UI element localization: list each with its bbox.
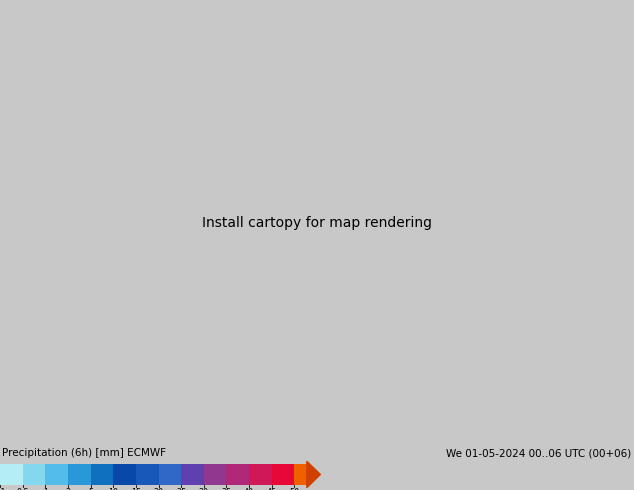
Bar	[158, 464, 181, 485]
Text: 40: 40	[244, 488, 254, 490]
Bar	[91, 464, 113, 485]
Bar	[113, 464, 136, 485]
Text: We 01-05-2024 00..06 UTC (00+06): We 01-05-2024 00..06 UTC (00+06)	[446, 448, 631, 458]
Text: 2: 2	[65, 488, 70, 490]
Text: 0.5: 0.5	[16, 488, 29, 490]
Text: 25: 25	[176, 488, 186, 490]
Bar	[294, 464, 307, 485]
Bar	[45, 464, 68, 485]
Text: 15: 15	[131, 488, 141, 490]
Text: 35: 35	[221, 488, 231, 490]
Bar	[226, 464, 249, 485]
Text: 45: 45	[267, 488, 277, 490]
Bar	[272, 464, 294, 485]
Bar	[204, 464, 226, 485]
Bar	[68, 464, 91, 485]
Text: Install cartopy for map rendering: Install cartopy for map rendering	[202, 217, 432, 230]
Text: 30: 30	[199, 488, 209, 490]
Bar	[136, 464, 158, 485]
Text: 0.1: 0.1	[0, 488, 6, 490]
Bar	[249, 464, 272, 485]
Text: 1: 1	[42, 488, 48, 490]
Bar	[23, 464, 45, 485]
Text: 50: 50	[289, 488, 299, 490]
Text: 10: 10	[108, 488, 118, 490]
Text: 5: 5	[88, 488, 93, 490]
Text: 20: 20	[153, 488, 164, 490]
Bar	[181, 464, 204, 485]
FancyArrow shape	[307, 461, 320, 488]
Text: Precipitation (6h) [mm] ECMWF: Precipitation (6h) [mm] ECMWF	[2, 448, 166, 458]
Bar	[0, 464, 23, 485]
